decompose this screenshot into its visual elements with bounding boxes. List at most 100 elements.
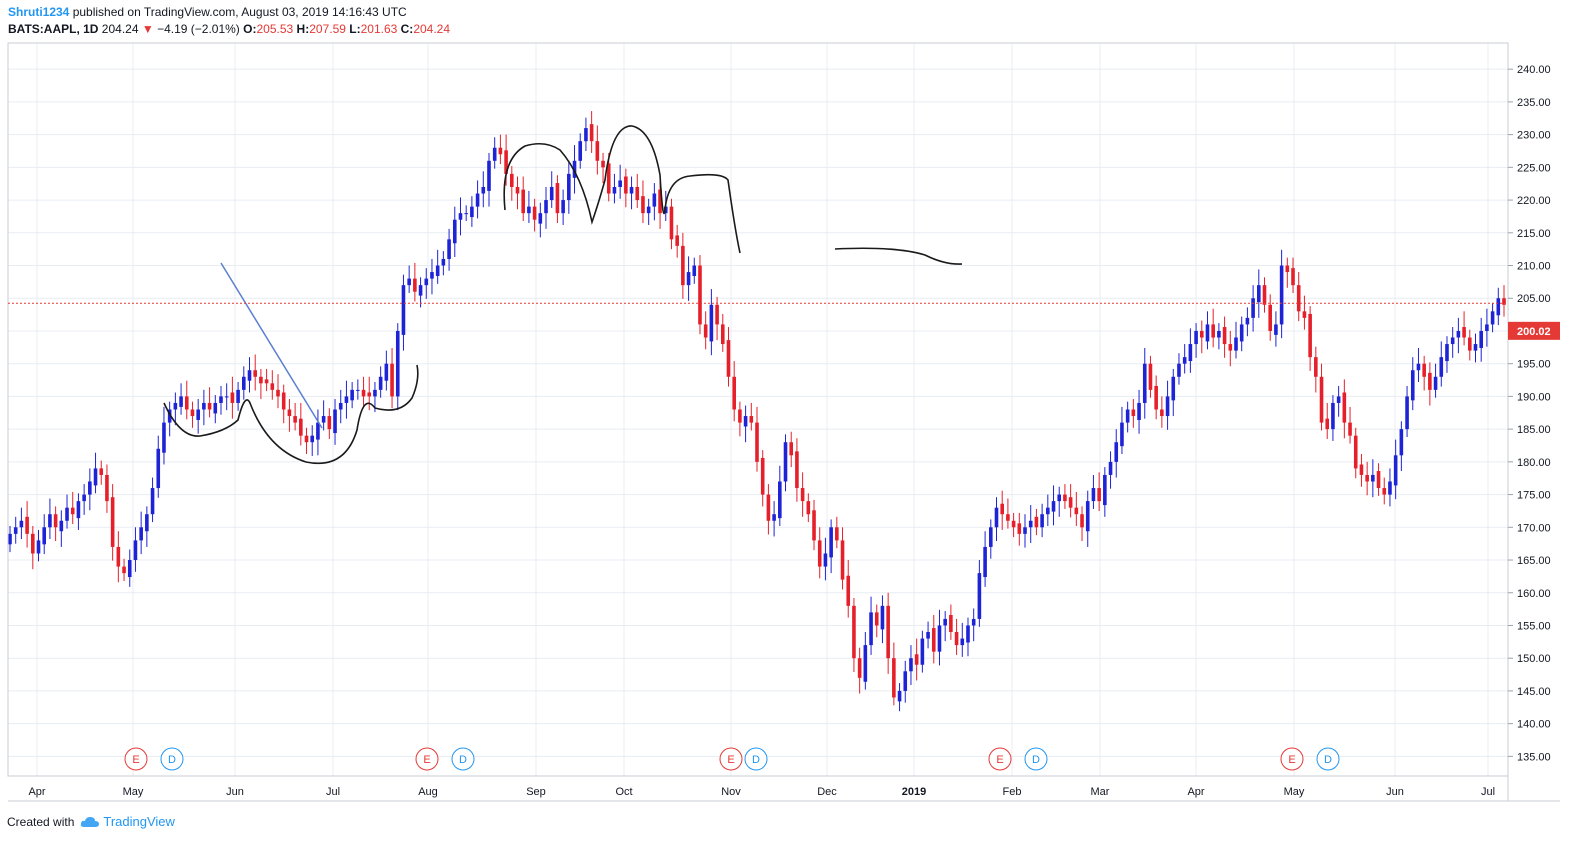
candle-body bbox=[1211, 324, 1215, 338]
candle-body bbox=[384, 363, 389, 381]
candle-body bbox=[829, 527, 833, 558]
candle-body bbox=[1325, 418, 1330, 430]
candle-body bbox=[1205, 324, 1210, 342]
candle-body bbox=[1285, 265, 1290, 273]
x-tick-label: Aug bbox=[418, 786, 438, 798]
candle-body bbox=[93, 468, 98, 486]
plot-frame bbox=[7, 42, 1509, 777]
high-value: 207.59 bbox=[309, 22, 346, 36]
candle-body bbox=[133, 540, 138, 561]
x-tick-label: May bbox=[123, 786, 144, 798]
candle-body bbox=[1040, 514, 1044, 528]
candle-body bbox=[1154, 385, 1158, 410]
footer: Created with TradingView bbox=[7, 814, 175, 829]
candle-body bbox=[1091, 488, 1096, 502]
candle-body bbox=[213, 402, 218, 414]
candle-body bbox=[778, 481, 782, 519]
candle-body bbox=[1188, 344, 1193, 362]
author-link[interactable]: Shruti1234 bbox=[8, 5, 70, 19]
candle-body bbox=[1371, 474, 1375, 482]
dividend-marker bbox=[744, 747, 768, 771]
candle-body bbox=[1502, 298, 1506, 305]
candle-body bbox=[1103, 474, 1107, 506]
candle-body bbox=[612, 186, 617, 194]
y-tick-label: 210.00 bbox=[1517, 261, 1551, 273]
candle-body bbox=[1302, 311, 1307, 318]
candle-body bbox=[424, 278, 429, 286]
earnings-marker bbox=[415, 747, 439, 771]
candle-body bbox=[1462, 327, 1466, 338]
candle-body bbox=[886, 605, 890, 659]
candle-body bbox=[127, 560, 132, 578]
candle-body bbox=[224, 396, 229, 398]
tradingview-logo[interactable]: TradingView bbox=[80, 814, 175, 829]
x-tick-label: Sep bbox=[526, 786, 546, 798]
candle-body bbox=[914, 654, 919, 665]
candle-body bbox=[658, 189, 662, 214]
dividend-marker bbox=[1024, 747, 1048, 771]
candles bbox=[8, 111, 1506, 712]
candle-body bbox=[470, 206, 474, 218]
candle-body bbox=[230, 392, 235, 403]
candle-body bbox=[430, 272, 434, 279]
candle-body bbox=[1490, 311, 1495, 325]
candle-body bbox=[76, 501, 81, 519]
candle-body bbox=[1165, 396, 1170, 417]
candle-body bbox=[772, 514, 776, 521]
candle-body bbox=[749, 416, 754, 423]
x-tick-label: Jun bbox=[226, 786, 244, 798]
candle-body bbox=[715, 304, 719, 325]
candle-body bbox=[253, 370, 257, 377]
candle-body bbox=[48, 514, 52, 528]
y-tick-label: 225.00 bbox=[1517, 162, 1551, 174]
candle-body bbox=[173, 402, 178, 410]
candle-body bbox=[88, 481, 92, 495]
candle-body bbox=[276, 389, 280, 397]
marker-label: E bbox=[727, 754, 734, 766]
candle-body bbox=[555, 183, 560, 214]
candle-body bbox=[70, 507, 75, 515]
candle-body bbox=[1439, 357, 1444, 377]
candle-body bbox=[595, 141, 600, 161]
candle-body bbox=[304, 435, 309, 443]
price-tag-box bbox=[1508, 321, 1560, 340]
candle-body bbox=[59, 520, 64, 532]
candle-body bbox=[606, 163, 611, 194]
y-tick-label: 175.00 bbox=[1517, 490, 1551, 502]
candle-body bbox=[624, 176, 628, 194]
candle-body bbox=[1416, 363, 1421, 371]
x-tick-label: Feb bbox=[1003, 786, 1022, 798]
candle-body bbox=[162, 422, 166, 453]
candle-body bbox=[521, 189, 526, 214]
x-tick-label: Apr bbox=[1187, 786, 1204, 798]
candle-body bbox=[1199, 330, 1204, 338]
candle-body bbox=[373, 389, 377, 397]
candle-body bbox=[401, 285, 406, 335]
y-tick-label: 160.00 bbox=[1517, 588, 1551, 600]
candle-body bbox=[316, 422, 320, 440]
candle-body bbox=[464, 213, 468, 215]
candle-body bbox=[578, 141, 583, 161]
candle-body bbox=[367, 392, 372, 397]
candle-body bbox=[1114, 442, 1119, 462]
candle-body bbox=[1034, 516, 1039, 528]
marker-label: D bbox=[168, 754, 176, 766]
candle-body bbox=[145, 514, 149, 532]
candle-body bbox=[863, 645, 868, 682]
brand-name: TradingView bbox=[103, 814, 175, 829]
candle-body bbox=[931, 628, 936, 652]
candle-body bbox=[1239, 324, 1244, 342]
candle-body bbox=[971, 618, 976, 626]
candle-body bbox=[287, 409, 292, 417]
y-tick-label: 140.00 bbox=[1517, 719, 1551, 731]
candle-body bbox=[874, 612, 879, 626]
candle-body bbox=[19, 520, 24, 528]
candle-body bbox=[13, 527, 18, 534]
cloud-icon bbox=[81, 816, 100, 827]
candle-body bbox=[492, 147, 497, 161]
x-tick-label: Jun bbox=[1386, 786, 1404, 798]
dividend-marker bbox=[160, 747, 184, 771]
candle-body bbox=[1268, 304, 1273, 331]
candle-body bbox=[937, 625, 942, 652]
